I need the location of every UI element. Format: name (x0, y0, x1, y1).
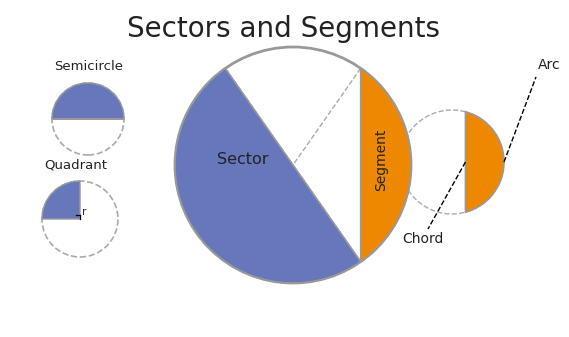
Text: Sectors and Segments: Sectors and Segments (127, 15, 440, 43)
Text: Quadrant: Quadrant (44, 158, 107, 171)
Polygon shape (42, 181, 80, 219)
Text: Chord: Chord (402, 232, 444, 246)
Text: r: r (82, 207, 86, 217)
Text: Segment: Segment (374, 129, 388, 191)
Polygon shape (465, 112, 504, 212)
Text: Sector: Sector (217, 153, 269, 167)
Text: Arc: Arc (538, 58, 560, 72)
Polygon shape (361, 68, 411, 262)
Text: Semicircle: Semicircle (54, 60, 123, 73)
Polygon shape (175, 68, 361, 283)
Polygon shape (52, 83, 124, 119)
